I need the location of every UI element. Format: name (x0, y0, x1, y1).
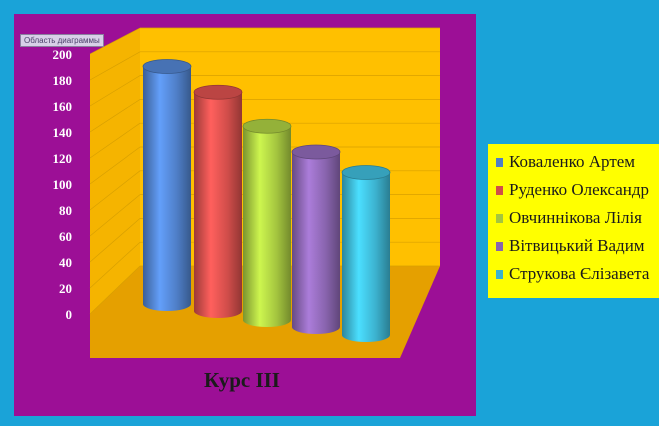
legend-label: Коваленко Артем (509, 152, 636, 171)
legend-label: Струкова Єлізавета (509, 264, 650, 283)
legend-item: Коваленко Артем (496, 150, 635, 174)
gridline-left-160 (89, 75, 141, 107)
bar-4 (291, 144, 341, 334)
bar-3 (242, 118, 292, 327)
bar-5 (341, 165, 391, 342)
gridline-left-140 (89, 99, 141, 133)
bar-body (194, 92, 242, 318)
gridline-left-80 (89, 170, 141, 211)
y-tick-label: 20 (59, 281, 72, 296)
bar-top (291, 144, 341, 160)
bar-top (193, 84, 243, 100)
legend-item: Вітвицький Вадим (496, 234, 645, 258)
bars-group (142, 59, 391, 342)
legend-swatch (496, 241, 503, 251)
gridline-left-20 (89, 241, 141, 289)
legend-item: Струкова Єлізавета (496, 262, 649, 286)
chart-area-tooltip: Область диаграммы (20, 34, 104, 47)
y-tick-label: 140 (53, 125, 73, 140)
left-wall (90, 28, 140, 314)
chart-title: Курс ІІІ (204, 368, 280, 392)
gridline-left-0 (89, 265, 141, 315)
y-tick-label: 100 (53, 177, 73, 192)
y-tick-label: 80 (59, 203, 72, 218)
bar-body (342, 172, 390, 342)
y-tick-label: 200 (53, 47, 73, 62)
y-tick-label: 40 (59, 255, 72, 270)
y-tick-label: 0 (66, 307, 73, 322)
legend-label: Руденко Олександр (509, 180, 650, 199)
bar-body (243, 126, 291, 327)
legend: Коваленко Артем Руденко Олександр Овчиннік… (488, 144, 659, 298)
y-tick-label: 60 (59, 229, 72, 244)
bar-1 (142, 59, 192, 311)
bar-top (341, 165, 391, 180)
legend-label: Вітвицький Вадим (509, 236, 645, 255)
legend-label: Овчиннікова Лілія (509, 208, 642, 227)
bar-body (143, 66, 191, 311)
legend-swatch (496, 213, 503, 223)
legend-swatch (496, 157, 503, 167)
gridline-left-60 (89, 194, 141, 237)
y-tick-label: 160 (53, 99, 73, 114)
legend-item: Овчиннікова Лілія (496, 206, 642, 230)
bar-body (292, 152, 340, 334)
legend-swatch (496, 269, 503, 279)
bar-top (142, 59, 192, 74)
gridline-left-120 (89, 122, 141, 159)
legend-item: Руденко Олександр (496, 178, 649, 202)
gridline-left-180 (89, 51, 141, 81)
gridline-left-100 (89, 146, 141, 185)
gridline-left-40 (89, 218, 141, 263)
legend-swatch (496, 185, 503, 195)
y-tick-label: 180 (53, 73, 73, 88)
bar-top (242, 118, 292, 134)
y-axis-ticks: 0 20 40 60 80 100 120 140 160 180 200 (53, 47, 73, 322)
gridline-left-200 (89, 27, 141, 55)
bar-2 (193, 84, 243, 318)
y-tick-label: 120 (53, 151, 73, 166)
